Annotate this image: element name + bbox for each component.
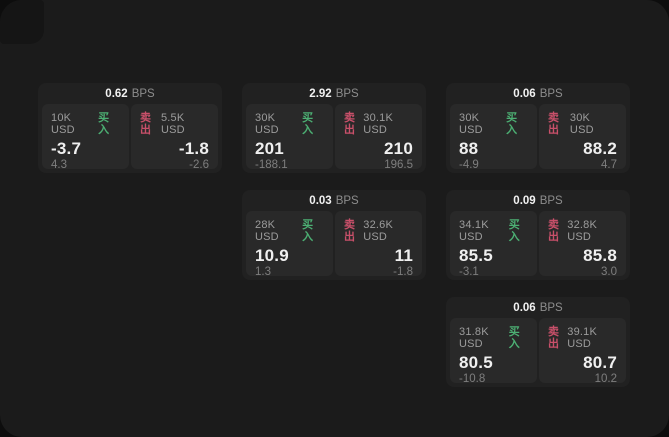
sell-panel[interactable]: 卖出 32.8K USD 85.8 3.0 <box>539 211 626 278</box>
bps-value: 0.09 <box>513 194 536 207</box>
bps-header: 0.09 BPS <box>450 190 626 211</box>
quote-panels: 31.8K USD 买入 80.5 -10.8 卖出 39.1K USD 80.… <box>450 318 626 385</box>
sell-delta: 10.2 <box>594 373 617 385</box>
sell-amount: 32.6K USD <box>363 219 393 243</box>
bps-unit-label: BPS <box>335 87 359 100</box>
quote-card: 0.03 BPS 28K USD 买入 10.9 1.3 卖出 32.6K US… <box>242 190 426 280</box>
sell-panel[interactable]: 卖出 39.1K USD 80.7 10.2 <box>539 318 626 385</box>
bps-header: 0.06 BPS <box>450 297 626 318</box>
buy-side-label: 买入 <box>302 219 314 243</box>
buy-side-label: 买入 <box>506 112 518 136</box>
bps-value: 2.92 <box>309 87 332 100</box>
sell-price: 88.2 <box>583 139 617 158</box>
buy-panel[interactable]: 30K USD 买入 201 -188.1 <box>246 104 333 171</box>
buy-panel[interactable]: 30K USD 买入 88 -4.9 <box>450 104 537 171</box>
sell-price: 210 <box>384 139 413 158</box>
sell-panel[interactable]: 卖出 30K USD 88.2 4.7 <box>539 104 626 171</box>
quote-panels: 30K USD 买入 201 -188.1 卖出 30.1K USD 210 1… <box>246 104 422 171</box>
sell-side-label: 卖出 <box>548 219 559 243</box>
sell-panel[interactable]: 卖出 32.6K USD 11 -1.8 <box>335 211 422 278</box>
bps-value: 0.06 <box>513 301 536 314</box>
quote-card: 0.62 BPS 10K USD 买入 -3.7 4.3 卖出 5.5K USD… <box>38 83 222 173</box>
sell-delta: -1.8 <box>393 266 413 278</box>
buy-delta: 4.3 <box>51 159 67 171</box>
quote-panels: 34.1K USD 买入 85.5 -3.1 卖出 32.8K USD 85.8… <box>450 211 626 278</box>
sell-price: 85.8 <box>583 246 617 265</box>
sell-delta: 196.5 <box>384 159 413 171</box>
bps-header: 0.62 BPS <box>42 83 218 104</box>
bps-value: 0.03 <box>309 194 332 207</box>
buy-delta: -188.1 <box>255 159 288 171</box>
corner-tile <box>0 0 44 44</box>
bps-unit-label: BPS <box>539 87 563 100</box>
buy-price: 88 <box>459 139 479 158</box>
buy-price: 80.5 <box>459 353 493 372</box>
bps-value: 0.62 <box>105 87 128 100</box>
sell-delta: 4.7 <box>601 159 617 171</box>
bps-value: 0.06 <box>513 87 536 100</box>
quote-panels: 10K USD 买入 -3.7 4.3 卖出 5.5K USD -1.8 -2.… <box>42 104 218 171</box>
buy-amount: 30K USD <box>459 112 483 136</box>
sell-side-label: 卖出 <box>344 112 355 136</box>
quote-card: 0.06 BPS 30K USD 买入 88 -4.9 卖出 30K USD 8… <box>446 83 630 173</box>
quote-panels: 28K USD 买入 10.9 1.3 卖出 32.6K USD 11 -1.8 <box>246 211 422 278</box>
quote-panels: 30K USD 买入 88 -4.9 卖出 30K USD 88.2 4.7 <box>450 104 626 171</box>
buy-amount: 34.1K USD <box>459 219 489 243</box>
buy-price: 201 <box>255 139 284 158</box>
bps-header: 2.92 BPS <box>246 83 422 104</box>
sell-amount: 39.1K USD <box>567 326 597 350</box>
sell-amount: 32.8K USD <box>567 219 597 243</box>
sell-side-label: 卖出 <box>548 326 559 350</box>
buy-amount: 31.8K USD <box>459 326 489 350</box>
buy-panel[interactable]: 28K USD 买入 10.9 1.3 <box>246 211 333 278</box>
buy-panel[interactable]: 10K USD 买入 -3.7 4.3 <box>42 104 129 171</box>
buy-side-label: 买入 <box>302 112 314 136</box>
bps-unit-label: BPS <box>335 194 359 207</box>
sell-amount: 30K USD <box>569 112 594 136</box>
sell-side-label: 卖出 <box>344 219 355 243</box>
bps-header: 0.06 BPS <box>450 83 626 104</box>
buy-delta: 1.3 <box>255 266 271 278</box>
buy-amount: 30K USD <box>255 112 279 136</box>
buy-delta: -4.9 <box>459 159 479 171</box>
buy-delta: -3.1 <box>459 266 479 278</box>
sell-price: -1.8 <box>178 139 209 158</box>
sell-price: 11 <box>394 246 413 265</box>
sell-panel[interactable]: 卖出 30.1K USD 210 196.5 <box>335 104 422 171</box>
sell-amount: 30.1K USD <box>363 112 393 136</box>
buy-delta: -10.8 <box>459 373 486 385</box>
card-grid: 0.62 BPS 10K USD 买入 -3.7 4.3 卖出 5.5K USD… <box>38 83 630 387</box>
buy-panel[interactable]: 34.1K USD 买入 85.5 -3.1 <box>450 211 537 278</box>
buy-price: 10.9 <box>255 246 289 265</box>
bps-unit-label: BPS <box>539 301 563 314</box>
quote-card: 0.09 BPS 34.1K USD 买入 85.5 -3.1 卖出 32.8K… <box>446 190 630 280</box>
sell-side-label: 卖出 <box>140 112 151 136</box>
sell-price: 80.7 <box>583 353 617 372</box>
sell-delta: 3.0 <box>601 266 617 278</box>
bps-unit-label: BPS <box>539 194 563 207</box>
sell-panel[interactable]: 卖出 5.5K USD -1.8 -2.6 <box>131 104 218 171</box>
quote-card: 2.92 BPS 30K USD 买入 201 -188.1 卖出 30.1K … <box>242 83 426 173</box>
buy-price: 85.5 <box>459 246 493 265</box>
buy-panel[interactable]: 31.8K USD 买入 80.5 -10.8 <box>450 318 537 385</box>
sell-amount: 5.5K USD <box>160 112 185 136</box>
quote-card: 0.06 BPS 31.8K USD 买入 80.5 -10.8 卖出 39.1… <box>446 297 630 387</box>
bps-unit-label: BPS <box>131 87 155 100</box>
sell-side-label: 卖出 <box>548 112 559 136</box>
buy-side-label: 买入 <box>508 326 520 350</box>
buy-side-label: 买入 <box>98 112 110 136</box>
buy-amount: 10K USD <box>51 112 75 136</box>
sell-delta: -2.6 <box>189 159 209 171</box>
buy-side-label: 买入 <box>508 219 520 243</box>
buy-amount: 28K USD <box>255 219 279 243</box>
bps-header: 0.03 BPS <box>246 190 422 211</box>
buy-price: -3.7 <box>51 139 82 158</box>
